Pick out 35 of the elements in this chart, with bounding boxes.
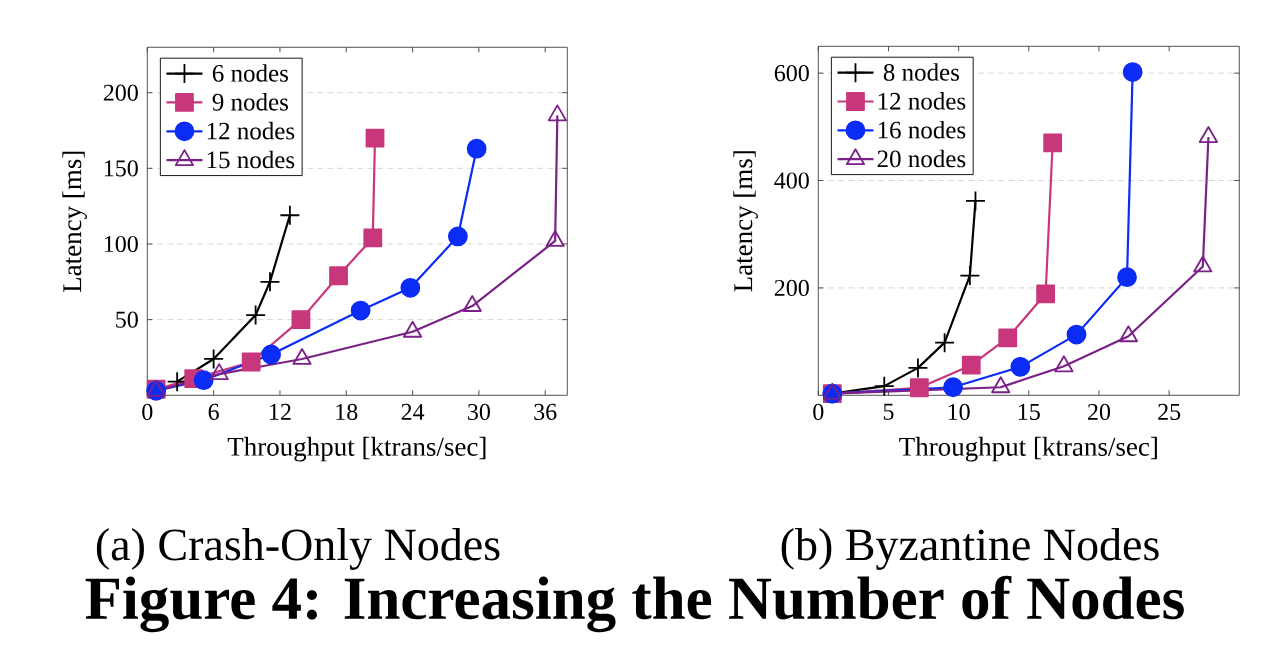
x-tick-label: 30 <box>468 403 490 421</box>
legend-label: 12 nodes <box>207 121 295 140</box>
x-tick-label: 15 <box>1018 403 1040 420</box>
y-axis-title: Latency [ms] <box>733 151 758 292</box>
legend-label: 8 nodes <box>883 63 960 81</box>
x-tick-label: 18 <box>336 403 358 421</box>
y-tick-label: 100 <box>104 235 138 253</box>
y-tick-label: 400 <box>774 172 809 189</box>
legend-label: 9 nodes <box>212 93 288 111</box>
legend-label: 15 nodes <box>207 150 295 169</box>
x-tick-label: 0 <box>142 403 153 421</box>
y-tick-label: 150 <box>104 160 138 177</box>
y-tick-label: 600 <box>774 65 809 82</box>
x-tick-label: 24 <box>401 403 425 420</box>
text: Figure 4: Increasing the Number of Nodes <box>85 575 1184 633</box>
legend-label: 16 nodes <box>878 120 966 139</box>
x-tick-label: 6 <box>208 403 219 420</box>
y-tick-label: 200 <box>774 279 809 296</box>
x-tick-label: 0 <box>813 403 824 421</box>
x-tick-label: 20 <box>1088 403 1111 421</box>
text: (b) Byzantine Nodes <box>781 528 1159 570</box>
text: (a) Crash-Only Nodes <box>96 528 500 570</box>
x-tick-label: 10 <box>948 403 970 421</box>
legend-label: 20 nodes <box>877 149 966 168</box>
y-tick-label: 50 <box>116 311 138 328</box>
x-tick-label: 36 <box>534 403 557 420</box>
legend-label: 6 nodes <box>212 64 288 82</box>
y-tick-label: 200 <box>103 84 138 101</box>
legend-label: 12 nodes <box>878 92 966 110</box>
x-tick-label: 25 <box>1158 403 1181 420</box>
y-axis-title: Latency [ms] <box>62 151 87 293</box>
x-axis-title: Throughput [ktrans/sec] <box>227 436 486 462</box>
x-tick-label: 12 <box>270 403 291 420</box>
x-tick-label: 5 <box>883 403 894 420</box>
x-axis-title: Throughput [ktrans/sec] <box>899 436 1157 462</box>
